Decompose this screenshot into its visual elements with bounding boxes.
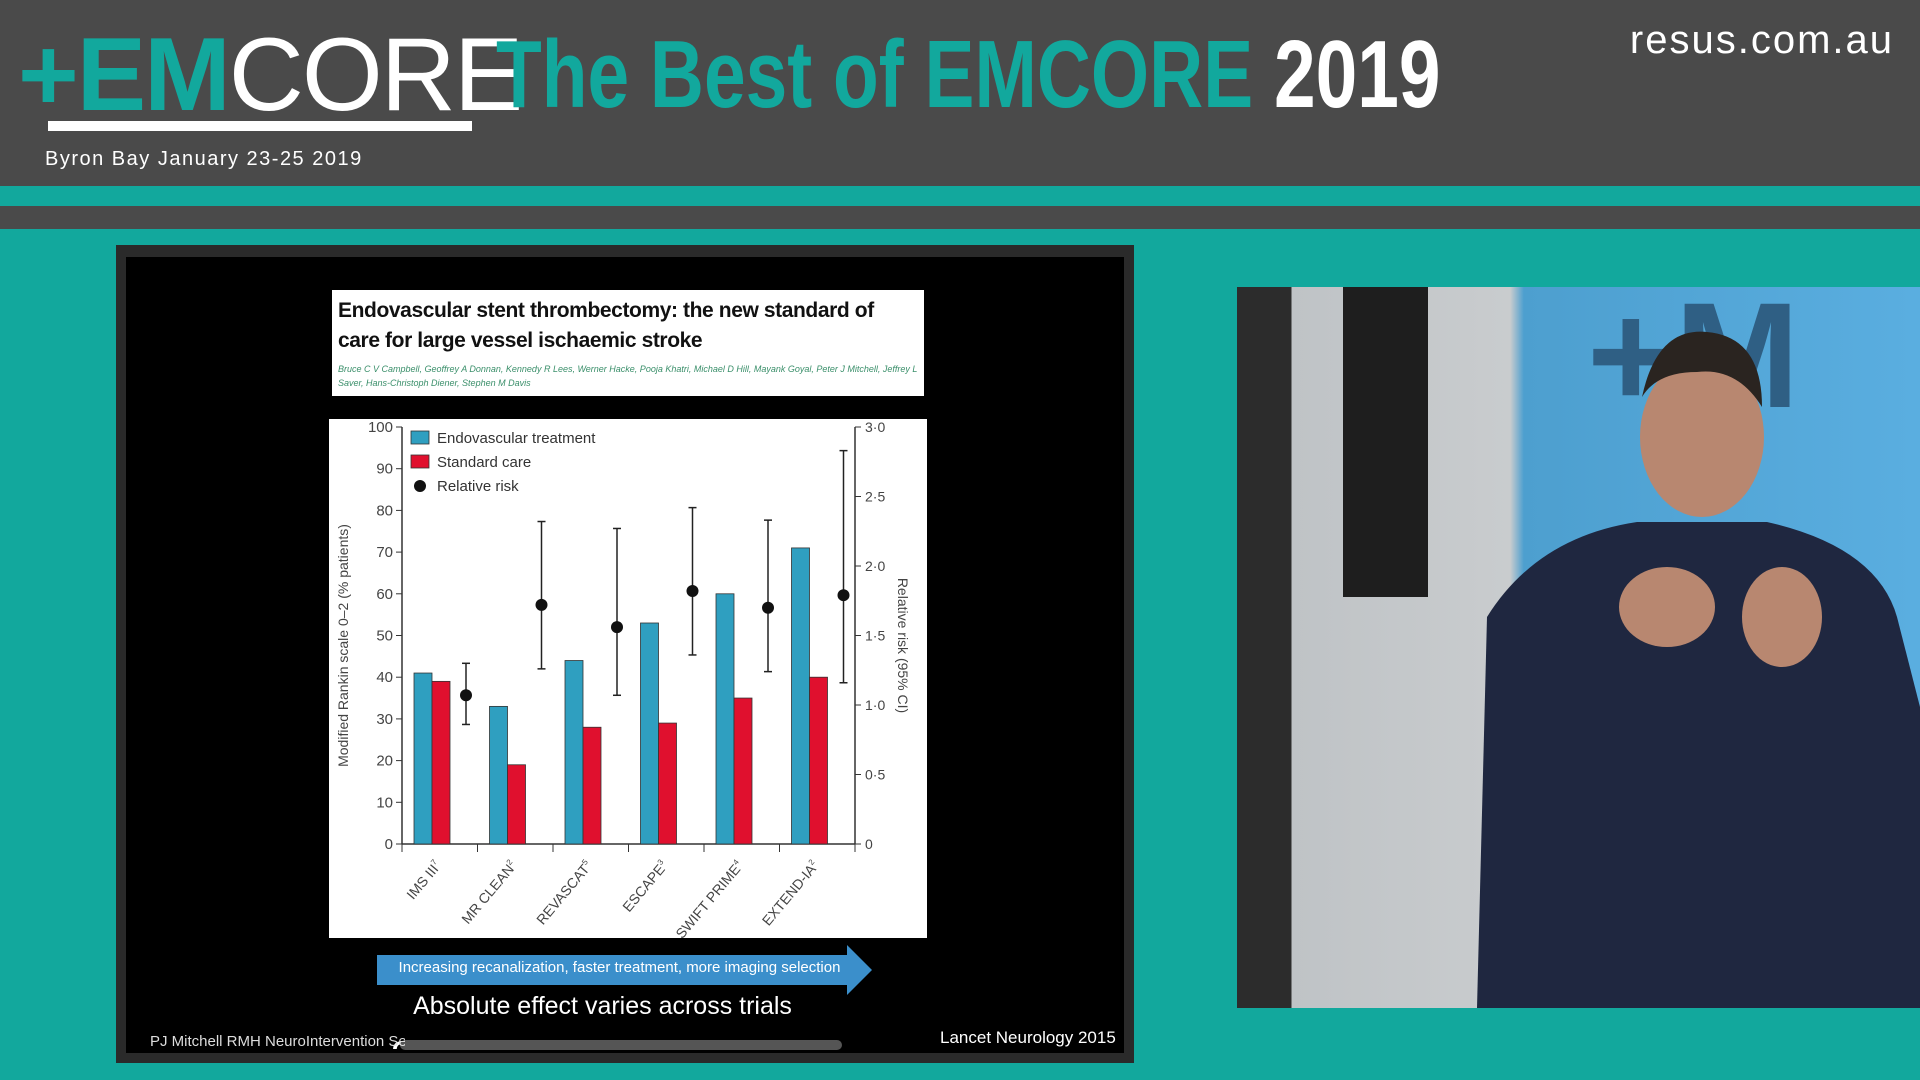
- venue-date: Byron Bay January 23-25 2019: [45, 148, 363, 170]
- event-year: 2019: [1273, 21, 1441, 128]
- bar-endovascular: [489, 705, 508, 845]
- chart-svg: 0 10 20 30 40 50 60 70 80 90 100 0 0·5 1·0 1·5 2·0 2·5 3·…: [335, 419, 911, 941]
- bar-standard-care: [431, 680, 451, 845]
- bar-endovascular: [791, 547, 810, 845]
- y-tick-label: 10: [376, 794, 393, 811]
- legend-swatch: [414, 480, 426, 492]
- legend-swatch: [410, 454, 430, 469]
- x-tick-label: REVASCAT5: [533, 857, 596, 927]
- emcore-logo: +EMCORE: [18, 17, 523, 133]
- legend-label: Endovascular treatment: [437, 430, 596, 447]
- speaker-video: +M: [1237, 287, 1920, 1008]
- legend-label: Relative risk: [437, 478, 519, 495]
- paper-header: Endovascular stent thrombectomy: the new…: [332, 290, 924, 396]
- speaker-cabinet: [1343, 287, 1428, 597]
- y-tick-label: 30: [376, 711, 393, 728]
- y-right-tick-label: 1·0: [865, 697, 885, 713]
- relative-risk-point: [762, 601, 774, 614]
- bar-endovascular: [413, 672, 433, 845]
- y-tick-label: 60: [376, 586, 393, 603]
- speaker-figure: +M: [1343, 287, 1920, 1008]
- gray-stripe: [0, 206, 1920, 229]
- website-url: resus.com.au: [1629, 18, 1894, 62]
- paper-authors: Bruce C V Campbell, Geoffrey A Donnan, K…: [338, 364, 918, 388]
- bar-standard-care: [733, 697, 753, 845]
- y-tick-label: 100: [368, 419, 393, 436]
- x-tick-label: MR CLEAN2: [458, 857, 520, 927]
- relative-risk-point: [460, 689, 472, 702]
- x-tick-label: SWIFT PRIME4: [672, 857, 746, 938]
- slide-footer-citation: Lancet Neurology 2015: [940, 1028, 1116, 1047]
- relative-risk-point: [837, 589, 850, 602]
- y-right-tick-label: 0·5: [865, 767, 885, 783]
- teal-stripe: [0, 186, 1920, 206]
- arrow-shape: [377, 945, 872, 995]
- slide-headline: Absolute effect varies across trials: [413, 992, 792, 1020]
- bar-endovascular: [715, 593, 735, 845]
- bar-endovascular: [564, 660, 584, 845]
- y-right-tick-label: 1·5: [865, 628, 885, 644]
- x-tick-label: EXTEND-IA2: [759, 857, 822, 928]
- logo-plus: +: [18, 17, 79, 133]
- header-banner: [0, 0, 1920, 186]
- bar-standard-care: [809, 676, 828, 845]
- logo-underline: [48, 121, 472, 131]
- y-axis-label: Modified Rankin scale 0–2 (% patients): [335, 524, 351, 767]
- y-right-tick-label: 2·5: [865, 489, 885, 505]
- relative-risk-point: [686, 585, 699, 598]
- y-tick-label: 70: [376, 544, 393, 561]
- bar-endovascular: [640, 622, 659, 845]
- paper-title: Endovascular stent thrombectomy: the new…: [338, 299, 874, 352]
- y-tick-label: 20: [376, 753, 393, 770]
- speaker-head: [1640, 357, 1764, 517]
- y-tick-label: 50: [376, 628, 393, 645]
- bar-standard-care: [507, 764, 526, 845]
- bar-standard-care: [582, 726, 602, 845]
- x-tick-label: ESCAPE3: [619, 857, 671, 915]
- x-tick-label: IMS III7: [403, 857, 444, 902]
- bar-standard-care: [658, 722, 677, 845]
- logo-em: EM: [76, 17, 231, 133]
- bar-chart: 0 10 20 30 40 50 60 70 80 90 100 0 0·5 1·0 1·5 2·0 2·5 3·…: [329, 419, 927, 941]
- y-right-tick-label: 3·0: [865, 419, 885, 435]
- y-tick-label: 80: [376, 502, 393, 519]
- relative-risk-point: [611, 621, 623, 634]
- y-tick-label: 90: [376, 461, 393, 478]
- y-right-axis-label: Relative risk (95% CI): [895, 578, 911, 713]
- arrow-text: Increasing recanalization, faster treatm…: [398, 959, 841, 976]
- event-title: The Best of EMCORE 2019: [496, 20, 1441, 130]
- y-right-tick-label: 2·0: [865, 558, 885, 574]
- y-tick-label: 0: [385, 836, 393, 853]
- legend-label: Standard care: [437, 454, 531, 471]
- logo-core: CORE: [228, 17, 523, 133]
- event-title-text: The Best of EMCORE: [496, 21, 1254, 128]
- overlay-scrollbar[interactable]: [400, 1040, 842, 1050]
- legend-swatch: [410, 430, 430, 445]
- slide-footer-author: PJ Mitchell RMH NeuroIntervention Ser: [150, 1033, 405, 1050]
- y-tick-label: 40: [376, 669, 393, 686]
- relative-risk-point: [535, 598, 548, 611]
- y-right-tick-label: 0: [865, 836, 873, 852]
